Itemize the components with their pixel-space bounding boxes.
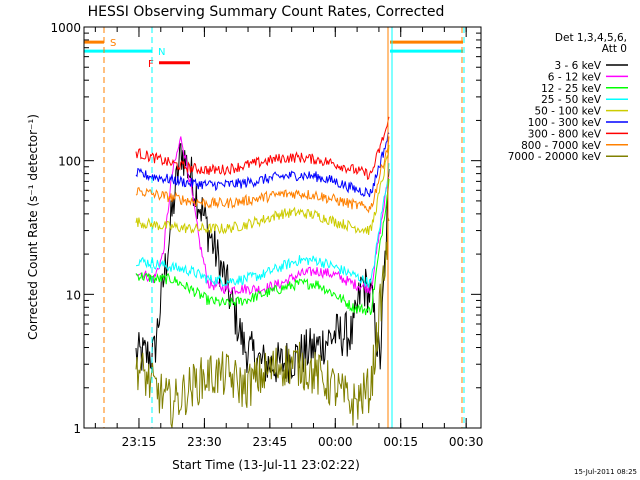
plot-area: S NF	[84, 27, 465, 428]
legend-label: 7000 - 20000 keV	[508, 151, 602, 163]
y-tick-label: 1	[73, 422, 81, 436]
x-tick-label: 23:30	[187, 435, 222, 449]
legend-label: 100 - 300 keV	[528, 117, 602, 129]
legend-label: 3 - 6 keV	[554, 60, 601, 72]
y-tick-label: 1000	[50, 21, 81, 35]
series-line	[135, 217, 390, 428]
legend-label: 50 - 100 keV	[534, 106, 601, 118]
series-line	[135, 130, 390, 198]
x-tick-label: 00:00	[318, 435, 353, 449]
legend-label: 800 - 7000 keV	[521, 140, 602, 152]
series-line	[135, 136, 390, 214]
annotation-label: N	[158, 47, 165, 58]
footer-timestamp: 15-Jul-2011 08:25	[574, 468, 637, 476]
legend-label: 6 - 12 keV	[548, 71, 602, 83]
x-tick-label: 23:45	[253, 435, 288, 449]
x-axis-label: Start Time (13-Jul-11 23:02:22)	[172, 458, 360, 472]
annotation-label: F	[148, 59, 154, 70]
plot-frame	[83, 26, 482, 429]
series-line	[136, 163, 390, 288]
x-tick-label: 23:15	[122, 435, 157, 449]
y-tick-label: 100	[58, 155, 81, 169]
series-line	[135, 136, 390, 296]
x-axis: 23:15 23:30 23:45 00:00 00:15 00:30	[94, 27, 484, 449]
legend-label: 25 - 50 keV	[541, 94, 602, 106]
legend-header-line-2: Att 0	[602, 43, 627, 55]
annotation-label: S	[110, 38, 116, 49]
y-axis-label: Corrected Count Rate (s⁻¹ detector⁻¹)	[26, 114, 40, 340]
x-tick-label: 00:30	[449, 435, 484, 449]
x-tick-label: 00:15	[383, 435, 418, 449]
y-tick-label: 10	[66, 288, 81, 302]
legend-label: 300 - 800 keV	[528, 128, 602, 140]
chart-title: HESSI Observing Summary Count Rates, Cor…	[88, 4, 445, 20]
series-line	[135, 178, 390, 316]
legend-label: 12 - 25 keV	[541, 83, 602, 95]
series-line	[135, 116, 390, 180]
series-line	[135, 144, 390, 235]
legend-header-line-1: Det 1,3,4,5,6,	[555, 32, 627, 44]
y-axis: 1 10 100 1000	[50, 21, 481, 436]
